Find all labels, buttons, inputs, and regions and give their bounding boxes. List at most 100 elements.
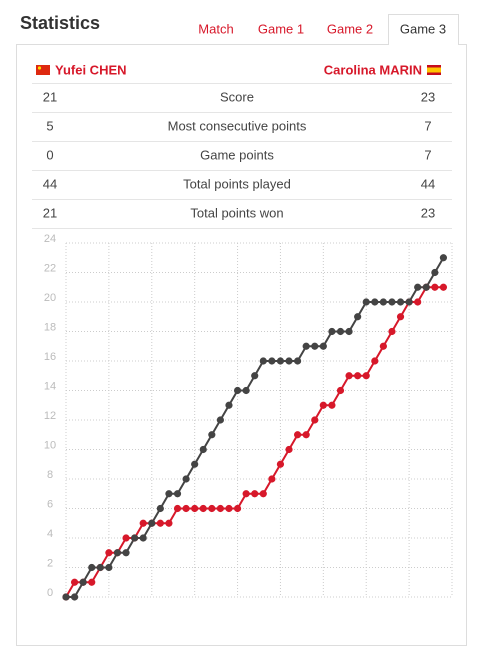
point [431, 283, 439, 291]
flag-band [427, 67, 441, 73]
point [276, 460, 285, 468]
point [276, 357, 285, 365]
point [379, 342, 387, 350]
point [105, 549, 113, 557]
point [302, 342, 310, 350]
cell-label: Game points [200, 147, 274, 162]
player-left: Yufei CHEN [55, 62, 127, 77]
player-right: Carolina MARIN [324, 62, 422, 77]
point [354, 372, 362, 380]
y-tick-label: 6 [47, 498, 53, 510]
point [251, 490, 259, 498]
point [336, 327, 345, 336]
point [371, 357, 379, 365]
cell-right: 7 [424, 118, 431, 133]
cell-label: Total points won [190, 205, 283, 220]
point [396, 298, 405, 306]
point [354, 313, 362, 321]
active-tab-box [388, 14, 459, 45]
cell-left: 21 [43, 205, 57, 220]
y-tick-label: 16 [44, 351, 56, 363]
tab[interactable]: Game 1 [258, 21, 304, 36]
cell-right: 23 [421, 205, 435, 220]
point [216, 416, 224, 424]
y-tick-label: 24 [44, 233, 56, 245]
y-tick-label: 4 [47, 528, 53, 540]
point [62, 593, 70, 601]
point [294, 357, 302, 365]
point [79, 578, 87, 586]
y-tick-label: 2 [47, 557, 53, 569]
cell-right: 44 [421, 176, 435, 191]
y-tick-label: 20 [44, 292, 56, 304]
point [405, 298, 413, 306]
point [173, 504, 182, 513]
flag-star [37, 66, 42, 70]
point [70, 578, 79, 586]
tab[interactable]: Match [198, 21, 233, 36]
y-tick-label: 8 [47, 469, 53, 481]
point [388, 298, 396, 306]
title: Statistics [20, 13, 100, 33]
point [105, 563, 113, 572]
point [328, 327, 336, 336]
y-tick-label: 18 [44, 321, 56, 333]
tab[interactable]: Game 3 [400, 21, 446, 36]
tab[interactable]: Game 2 [327, 21, 373, 36]
point [285, 357, 293, 365]
point [139, 534, 147, 542]
series-line [65, 286, 444, 598]
point [199, 504, 207, 513]
flag-china [36, 65, 50, 75]
point [88, 563, 96, 572]
point [182, 504, 190, 513]
point [336, 386, 345, 395]
point [259, 490, 267, 498]
point [165, 519, 173, 527]
point [182, 475, 190, 483]
point [345, 327, 353, 336]
point [131, 534, 139, 542]
point [439, 283, 448, 291]
point [191, 460, 199, 468]
point [259, 357, 267, 365]
point [233, 504, 242, 513]
point [96, 563, 104, 572]
point [233, 386, 242, 395]
point [225, 401, 233, 409]
point [122, 534, 130, 542]
point [345, 372, 353, 380]
point [414, 298, 422, 306]
y-tick-label: 12 [44, 410, 56, 422]
point [431, 268, 439, 277]
point [113, 549, 122, 557]
point [439, 254, 448, 262]
dynamic: Match Game 1 Game 2 Game 3 21 Score 23 5 Most co… [32, 21, 453, 601]
point [199, 445, 207, 454]
point [362, 372, 370, 380]
point [422, 283, 430, 291]
cell-left: 5 [46, 118, 53, 133]
point [319, 342, 327, 350]
point [148, 519, 156, 527]
point [268, 475, 276, 483]
point [225, 504, 233, 513]
series-line [66, 257, 445, 598]
point [302, 431, 310, 439]
cell-label: Total points played [183, 176, 291, 191]
point [208, 504, 216, 513]
point [371, 298, 379, 306]
point [328, 401, 336, 409]
point [311, 416, 319, 424]
point [319, 401, 327, 409]
point [294, 431, 302, 439]
point [216, 504, 224, 513]
point [311, 342, 319, 350]
y-tick-label: 10 [44, 439, 56, 451]
point [285, 445, 293, 454]
panel [16, 44, 467, 646]
y-tick-label: 22 [44, 262, 56, 274]
y-tick-label: 14 [44, 380, 56, 392]
point [251, 372, 259, 380]
point [414, 283, 422, 291]
